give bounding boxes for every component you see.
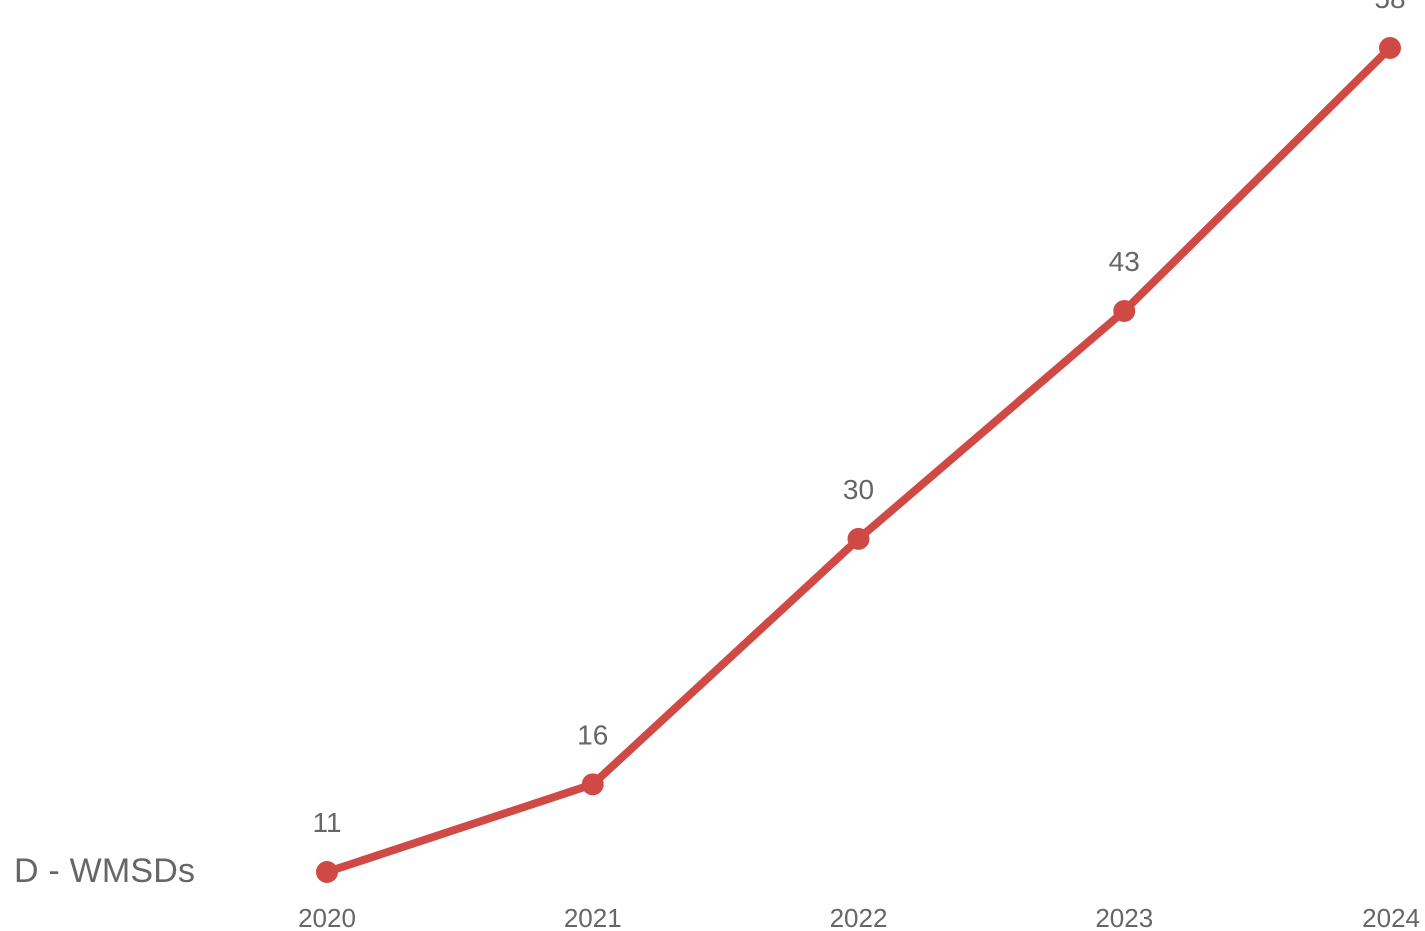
data-labels: 11 16 30 43 58 bbox=[312, 0, 1405, 838]
x-tick-label: 2022 bbox=[830, 903, 888, 931]
series-points bbox=[316, 37, 1401, 883]
data-label: 11 bbox=[312, 807, 341, 838]
x-tick-label: 2023 bbox=[1095, 903, 1153, 931]
data-point bbox=[581, 773, 604, 796]
series-lines bbox=[323, 44, 1394, 876]
data-label: 16 bbox=[577, 719, 608, 750]
data-point bbox=[1379, 37, 1401, 59]
series-label: D - WMSDs bbox=[14, 852, 196, 890]
x-tick-label: 2024 bbox=[1362, 903, 1420, 931]
data-label: 58 bbox=[1374, 0, 1405, 14]
x-tick-label: 2020 bbox=[298, 903, 356, 931]
x-tick-label: 2021 bbox=[564, 903, 622, 931]
data-label: 43 bbox=[1109, 246, 1140, 277]
data-point bbox=[847, 527, 870, 550]
x-axis-ticks: 2020 2021 2022 2023 2024 bbox=[298, 903, 1420, 931]
data-label: 30 bbox=[843, 474, 874, 505]
data-point bbox=[316, 861, 338, 883]
series-line bbox=[323, 44, 1394, 876]
data-point bbox=[1113, 299, 1136, 322]
